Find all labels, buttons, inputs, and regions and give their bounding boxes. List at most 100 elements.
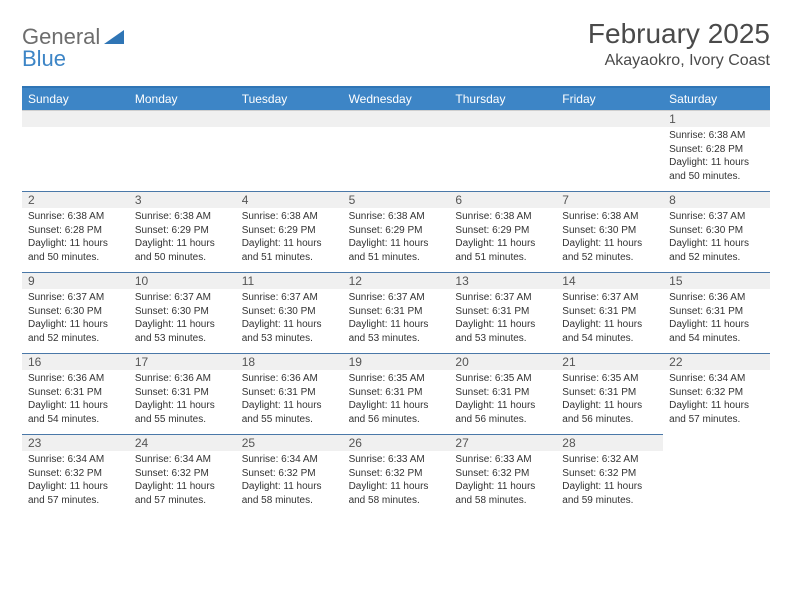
- sunrise-line: Sunrise: 6:38 AM: [455, 210, 550, 224]
- calendar-day-cell: 13Sunrise: 6:37 AMSunset: 6:31 PMDayligh…: [449, 272, 556, 353]
- sunset-line: Sunset: 6:30 PM: [562, 224, 657, 238]
- daylight-line: Daylight: 11 hours and 54 minutes.: [28, 399, 123, 426]
- day-info: Sunrise: 6:38 AMSunset: 6:29 PMDaylight:…: [343, 208, 450, 264]
- day-info: Sunrise: 6:37 AMSunset: 6:31 PMDaylight:…: [449, 289, 556, 345]
- calendar-day-cell: 23Sunrise: 6:34 AMSunset: 6:32 PMDayligh…: [22, 434, 129, 515]
- day-info: Sunrise: 6:34 AMSunset: 6:32 PMDaylight:…: [22, 451, 129, 507]
- sunrise-line: Sunrise: 6:35 AM: [562, 372, 657, 386]
- daylight-line: Daylight: 11 hours and 57 minutes.: [669, 399, 764, 426]
- day-number: 23: [22, 434, 129, 451]
- calendar-day-cell: 26Sunrise: 6:33 AMSunset: 6:32 PMDayligh…: [343, 434, 450, 515]
- sunset-line: Sunset: 6:32 PM: [669, 386, 764, 400]
- sunrise-line: Sunrise: 6:38 AM: [242, 210, 337, 224]
- day-info: Sunrise: 6:38 AMSunset: 6:29 PMDaylight:…: [449, 208, 556, 264]
- day-info: Sunrise: 6:34 AMSunset: 6:32 PMDaylight:…: [129, 451, 236, 507]
- daylight-line: Daylight: 11 hours and 51 minutes.: [242, 237, 337, 264]
- day-number: 15: [663, 272, 770, 289]
- calendar-day-cell: 6Sunrise: 6:38 AMSunset: 6:29 PMDaylight…: [449, 191, 556, 272]
- day-number: 9: [22, 272, 129, 289]
- calendar-empty-cell: [236, 110, 343, 191]
- calendar-day-cell: 21Sunrise: 6:35 AMSunset: 6:31 PMDayligh…: [556, 353, 663, 434]
- dow-tuesday: Tuesday: [236, 88, 343, 110]
- sunset-line: Sunset: 6:29 PM: [242, 224, 337, 238]
- daylight-line: Daylight: 11 hours and 51 minutes.: [349, 237, 444, 264]
- daylight-line: Daylight: 11 hours and 53 minutes.: [455, 318, 550, 345]
- day-number: 6: [449, 191, 556, 208]
- day-number: 5: [343, 191, 450, 208]
- calendar-day-cell: 3Sunrise: 6:38 AMSunset: 6:29 PMDaylight…: [129, 191, 236, 272]
- calendar-day-cell: 24Sunrise: 6:34 AMSunset: 6:32 PMDayligh…: [129, 434, 236, 515]
- calendar-empty-cell: [129, 110, 236, 191]
- day-info: Sunrise: 6:38 AMSunset: 6:29 PMDaylight:…: [129, 208, 236, 264]
- sunrise-line: Sunrise: 6:37 AM: [242, 291, 337, 305]
- sunrise-line: Sunrise: 6:36 AM: [28, 372, 123, 386]
- sunrise-line: Sunrise: 6:35 AM: [455, 372, 550, 386]
- dow-friday: Friday: [556, 88, 663, 110]
- daylight-line: Daylight: 11 hours and 53 minutes.: [135, 318, 230, 345]
- day-number: 21: [556, 353, 663, 370]
- day-number: 19: [343, 353, 450, 370]
- calendar-day-cell: 20Sunrise: 6:35 AMSunset: 6:31 PMDayligh…: [449, 353, 556, 434]
- day-info: Sunrise: 6:35 AMSunset: 6:31 PMDaylight:…: [343, 370, 450, 426]
- sunset-line: Sunset: 6:31 PM: [455, 386, 550, 400]
- daylight-line: Daylight: 11 hours and 50 minutes.: [669, 156, 764, 183]
- day-number: 28: [556, 434, 663, 451]
- sunrise-line: Sunrise: 6:34 AM: [669, 372, 764, 386]
- sunset-line: Sunset: 6:29 PM: [349, 224, 444, 238]
- calendar-day-cell: 15Sunrise: 6:36 AMSunset: 6:31 PMDayligh…: [663, 272, 770, 353]
- day-number: 25: [236, 434, 343, 451]
- location-label: Akayaokro, Ivory Coast: [588, 52, 770, 70]
- sunrise-line: Sunrise: 6:34 AM: [242, 453, 337, 467]
- daylight-line: Daylight: 11 hours and 52 minutes.: [28, 318, 123, 345]
- brand-word-2: Blue: [22, 46, 66, 72]
- calendar-day-cell: 10Sunrise: 6:37 AMSunset: 6:30 PMDayligh…: [129, 272, 236, 353]
- dow-wednesday: Wednesday: [343, 88, 450, 110]
- days-of-week-row: Sunday Monday Tuesday Wednesday Thursday…: [22, 88, 770, 110]
- calendar-day-cell: 27Sunrise: 6:33 AMSunset: 6:32 PMDayligh…: [449, 434, 556, 515]
- day-info: Sunrise: 6:36 AMSunset: 6:31 PMDaylight:…: [663, 289, 770, 345]
- daylight-line: Daylight: 11 hours and 53 minutes.: [349, 318, 444, 345]
- sunset-line: Sunset: 6:32 PM: [349, 467, 444, 481]
- day-info: Sunrise: 6:37 AMSunset: 6:30 PMDaylight:…: [663, 208, 770, 264]
- sunrise-line: Sunrise: 6:38 AM: [135, 210, 230, 224]
- dow-monday: Monday: [129, 88, 236, 110]
- day-number: 13: [449, 272, 556, 289]
- day-number: 12: [343, 272, 450, 289]
- daylight-line: Daylight: 11 hours and 50 minutes.: [28, 237, 123, 264]
- day-info: Sunrise: 6:38 AMSunset: 6:28 PMDaylight:…: [22, 208, 129, 264]
- calendar-day-cell: 14Sunrise: 6:37 AMSunset: 6:31 PMDayligh…: [556, 272, 663, 353]
- day-number: 17: [129, 353, 236, 370]
- daylight-line: Daylight: 11 hours and 52 minutes.: [669, 237, 764, 264]
- day-number: 7: [556, 191, 663, 208]
- calendar-page: General February 2025 Akayaokro, Ivory C…: [0, 0, 792, 533]
- month-title: February 2025: [588, 18, 770, 50]
- daylight-line: Daylight: 11 hours and 58 minutes.: [455, 480, 550, 507]
- sunset-line: Sunset: 6:28 PM: [28, 224, 123, 238]
- sunset-line: Sunset: 6:30 PM: [135, 305, 230, 319]
- day-info: Sunrise: 6:36 AMSunset: 6:31 PMDaylight:…: [236, 370, 343, 426]
- daylight-line: Daylight: 11 hours and 58 minutes.: [349, 480, 444, 507]
- sunrise-line: Sunrise: 6:37 AM: [562, 291, 657, 305]
- calendar-day-cell: 5Sunrise: 6:38 AMSunset: 6:29 PMDaylight…: [343, 191, 450, 272]
- sunset-line: Sunset: 6:29 PM: [455, 224, 550, 238]
- day-number: 16: [22, 353, 129, 370]
- day-info: Sunrise: 6:38 AMSunset: 6:28 PMDaylight:…: [663, 127, 770, 183]
- sunset-line: Sunset: 6:31 PM: [669, 305, 764, 319]
- dow-thursday: Thursday: [449, 88, 556, 110]
- sunset-line: Sunset: 6:32 PM: [455, 467, 550, 481]
- calendar-day-cell: 7Sunrise: 6:38 AMSunset: 6:30 PMDaylight…: [556, 191, 663, 272]
- sunrise-line: Sunrise: 6:37 AM: [135, 291, 230, 305]
- calendar-empty-cell: [449, 110, 556, 191]
- sunset-line: Sunset: 6:31 PM: [28, 386, 123, 400]
- day-info: Sunrise: 6:38 AMSunset: 6:29 PMDaylight:…: [236, 208, 343, 264]
- day-number: 11: [236, 272, 343, 289]
- sunset-line: Sunset: 6:31 PM: [242, 386, 337, 400]
- sunset-line: Sunset: 6:32 PM: [242, 467, 337, 481]
- sunset-line: Sunset: 6:30 PM: [28, 305, 123, 319]
- calendar-day-cell: 4Sunrise: 6:38 AMSunset: 6:29 PMDaylight…: [236, 191, 343, 272]
- sunset-line: Sunset: 6:32 PM: [135, 467, 230, 481]
- calendar-day-cell: 17Sunrise: 6:36 AMSunset: 6:31 PMDayligh…: [129, 353, 236, 434]
- day-number: 27: [449, 434, 556, 451]
- day-info: Sunrise: 6:38 AMSunset: 6:30 PMDaylight:…: [556, 208, 663, 264]
- sunrise-line: Sunrise: 6:37 AM: [669, 210, 764, 224]
